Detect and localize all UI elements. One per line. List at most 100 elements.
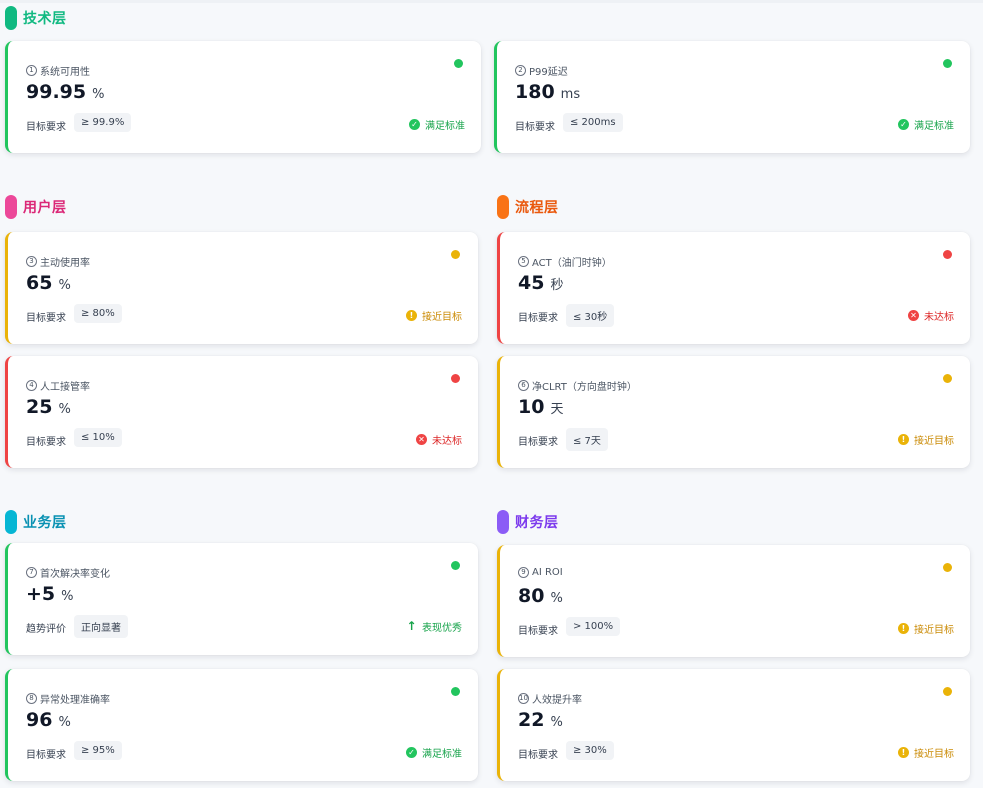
target-label: 目标要求 bbox=[518, 750, 558, 761]
warning-circle-icon: ! bbox=[898, 434, 909, 445]
status-label: ! 接近目标 bbox=[898, 432, 954, 447]
metric-number-badge: 7 bbox=[26, 567, 37, 578]
metric-name-label: ACT（油门时钟） bbox=[532, 258, 612, 269]
metric-value: +5 bbox=[26, 583, 56, 605]
status-dot bbox=[943, 563, 952, 572]
status-text: 满足标准 bbox=[425, 121, 465, 132]
metric-number-badge: 4 bbox=[26, 380, 37, 391]
metric-card[interactable]: 8 异常处理准确率 96 % 目标要求 ≥ 95% ✓ 满足标准 bbox=[5, 669, 478, 781]
metric-card[interactable]: 10 人效提升率 22 % 目标要求 ≥ 30% ! 接近目标 bbox=[497, 669, 970, 781]
metric-value: 65 bbox=[26, 272, 53, 294]
section-marker bbox=[5, 195, 17, 219]
target-chip: ≥ 30% bbox=[566, 741, 614, 760]
target-label: 趋势评价 bbox=[26, 624, 66, 635]
metric-name-label: P99延迟 bbox=[529, 67, 568, 78]
metric-value-row: 45 秒 bbox=[518, 272, 563, 294]
metric-name-label: 异常处理准确率 bbox=[40, 695, 110, 706]
section-finance: 财务层 bbox=[497, 510, 559, 534]
check-circle-icon: ✓ bbox=[409, 119, 420, 130]
metric-number-badge: 2 bbox=[515, 65, 526, 76]
target-label: 目标要求 bbox=[518, 437, 558, 448]
status-label: ↑ 表现优秀 bbox=[406, 619, 462, 634]
metric-card[interactable]: 6 净CLRT（方向盘时钟） 10 天 目标要求 ≤ 7天 ! 接近目标 bbox=[497, 356, 970, 468]
metric-number-badge: 6 bbox=[518, 380, 529, 391]
target-chip: ≥ 80% bbox=[74, 304, 122, 323]
status-label: ✓ 满足标准 bbox=[898, 117, 954, 132]
metric-card[interactable]: 7 首次解决率变化 +5 % 趋势评价 正向显著 ↑ 表现优秀 bbox=[5, 543, 478, 655]
target-chip: > 100% bbox=[566, 617, 621, 636]
metric-name: 5 ACT（油门时钟） bbox=[518, 254, 612, 269]
status-text: 接近目标 bbox=[422, 312, 462, 323]
metric-name-label: 人效提升率 bbox=[532, 695, 582, 706]
target-chip: ≤ 10% bbox=[74, 428, 122, 447]
section-title: 业务层 bbox=[23, 515, 67, 531]
metric-card[interactable]: 2 P99延迟 180 ms 目标要求 ≤ 200ms ✓ 满足标准 bbox=[494, 41, 970, 153]
status-label: ! 接近目标 bbox=[406, 308, 462, 323]
metric-number-badge: 9 bbox=[518, 567, 529, 578]
section-tech: 技术层 bbox=[5, 6, 67, 30]
metric-unit: 天 bbox=[550, 402, 564, 417]
metric-name: 7 首次解决率变化 bbox=[26, 565, 110, 580]
metric-value-row: 65 % bbox=[26, 272, 71, 294]
metric-name-label: AI ROI bbox=[532, 567, 563, 578]
status-dot bbox=[451, 250, 460, 259]
metric-name-label: 人工接管率 bbox=[40, 382, 90, 393]
section-user: 用户层 bbox=[5, 195, 67, 219]
target-chip: ≤ 200ms bbox=[563, 113, 623, 132]
target-label: 目标要求 bbox=[26, 313, 66, 324]
metric-value-row: 22 % bbox=[518, 709, 563, 731]
section-title: 财务层 bbox=[515, 515, 559, 531]
status-dot bbox=[451, 687, 460, 696]
target-label: 目标要求 bbox=[518, 626, 558, 637]
metric-unit: % bbox=[92, 87, 105, 102]
target-chip: 正向显著 bbox=[74, 615, 128, 638]
metric-value: 10 bbox=[518, 396, 545, 418]
metric-unit: % bbox=[58, 402, 71, 417]
section-marker bbox=[497, 510, 509, 534]
metric-value: 99.95 bbox=[26, 81, 87, 103]
metric-unit: % bbox=[550, 591, 563, 606]
status-text: 表现优秀 bbox=[422, 623, 462, 634]
metric-number-badge: 8 bbox=[26, 693, 37, 704]
status-label: ! 接近目标 bbox=[898, 621, 954, 636]
metric-name-label: 净CLRT（方向盘时钟） bbox=[532, 382, 637, 393]
metric-name-label: 首次解决率变化 bbox=[40, 569, 110, 580]
section-marker bbox=[497, 195, 509, 219]
status-dot bbox=[943, 374, 952, 383]
metric-value: 96 bbox=[26, 709, 53, 731]
status-dot bbox=[451, 561, 460, 570]
section-business: 业务层 bbox=[5, 510, 67, 534]
metric-value-row: 96 % bbox=[26, 709, 71, 731]
metric-card[interactable]: 5 ACT（油门时钟） 45 秒 目标要求 ≤ 30秒 ✕ 未达标 bbox=[497, 232, 970, 344]
section-title: 流程层 bbox=[515, 200, 559, 216]
warning-circle-icon: ! bbox=[898, 747, 909, 758]
metric-card[interactable]: 4 人工接管率 25 % 目标要求 ≤ 10% ✕ 未达标 bbox=[5, 356, 478, 468]
section-process: 流程层 bbox=[497, 195, 559, 219]
target-chip: ≥ 99.9% bbox=[74, 113, 132, 132]
metric-name: 10 人效提升率 bbox=[518, 691, 582, 706]
target-label: 目标要求 bbox=[26, 750, 66, 761]
target-label: 目标要求 bbox=[26, 122, 66, 133]
status-dot bbox=[451, 374, 460, 383]
metric-name: 6 净CLRT（方向盘时钟） bbox=[518, 378, 637, 393]
x-circle-icon: ✕ bbox=[908, 310, 919, 321]
status-label: ✓ 满足标准 bbox=[409, 117, 465, 132]
metric-card[interactable]: 9 AI ROI 80 % 目标要求 > 100% ! 接近目标 bbox=[497, 545, 970, 657]
metric-number-badge: 5 bbox=[518, 256, 529, 267]
status-text: 接近目标 bbox=[914, 625, 954, 636]
arrow-up-icon: ↑ bbox=[406, 619, 417, 633]
metric-unit: % bbox=[61, 589, 74, 604]
metric-value-row: 99.95 % bbox=[26, 81, 104, 103]
metric-value: 80 bbox=[518, 585, 545, 607]
status-dot bbox=[454, 59, 463, 68]
metric-value: 25 bbox=[26, 396, 53, 418]
status-text: 接近目标 bbox=[914, 436, 954, 447]
metric-name-label: 主动使用率 bbox=[40, 258, 90, 269]
metric-number-badge: 10 bbox=[518, 693, 529, 704]
metric-card[interactable]: 3 主动使用率 65 % 目标要求 ≥ 80% ! 接近目标 bbox=[5, 232, 478, 344]
status-dot bbox=[943, 250, 952, 259]
status-label: ✕ 未达标 bbox=[908, 308, 954, 323]
metric-name: 1 系统可用性 bbox=[26, 63, 90, 78]
metric-card[interactable]: 1 系统可用性 99.95 % 目标要求 ≥ 99.9% ✓ 满足标准 bbox=[5, 41, 481, 153]
metric-value-row: 80 % bbox=[518, 585, 563, 607]
